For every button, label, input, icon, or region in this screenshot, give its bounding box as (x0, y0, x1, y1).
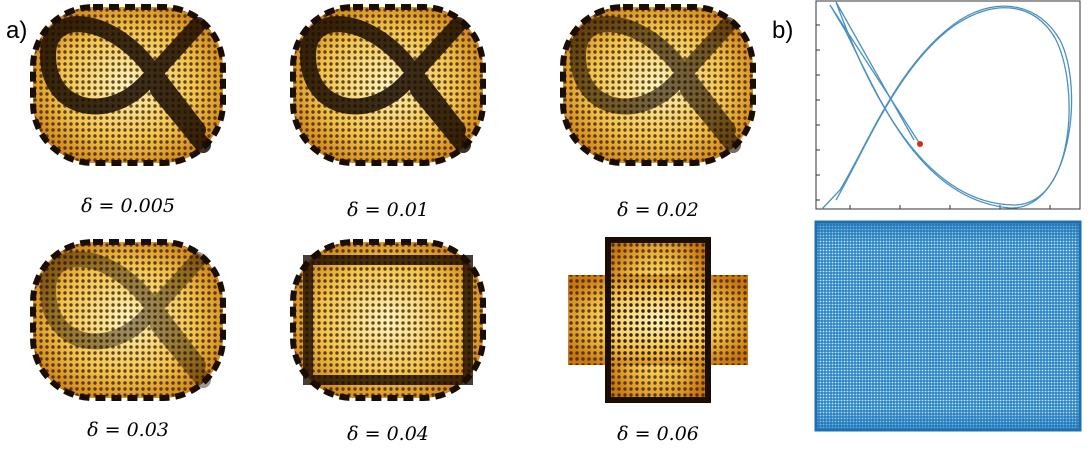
pattern-image (293, 7, 483, 163)
caption: δ = 0.005 (81, 195, 175, 217)
caption: δ = 0.03 (87, 419, 169, 441)
pattern-image (568, 240, 748, 400)
pattern-image (33, 242, 223, 398)
mesh-plot (816, 222, 1080, 430)
pattern-image (563, 7, 753, 163)
figure: a) b) δ = 0.005 δ = 0.01 δ = 0.02 δ = 0.… (0, 0, 1090, 453)
caption: δ = 0.01 (347, 199, 429, 221)
trajectory-plot (816, 1, 1080, 209)
pattern-image (293, 242, 483, 398)
caption: δ = 0.06 (617, 423, 699, 445)
panel-label: b) (772, 17, 793, 44)
caption: δ = 0.04 (347, 423, 429, 445)
caption: δ = 0.02 (617, 199, 699, 221)
panel-label: a) (6, 17, 27, 44)
pattern-image (33, 7, 223, 163)
